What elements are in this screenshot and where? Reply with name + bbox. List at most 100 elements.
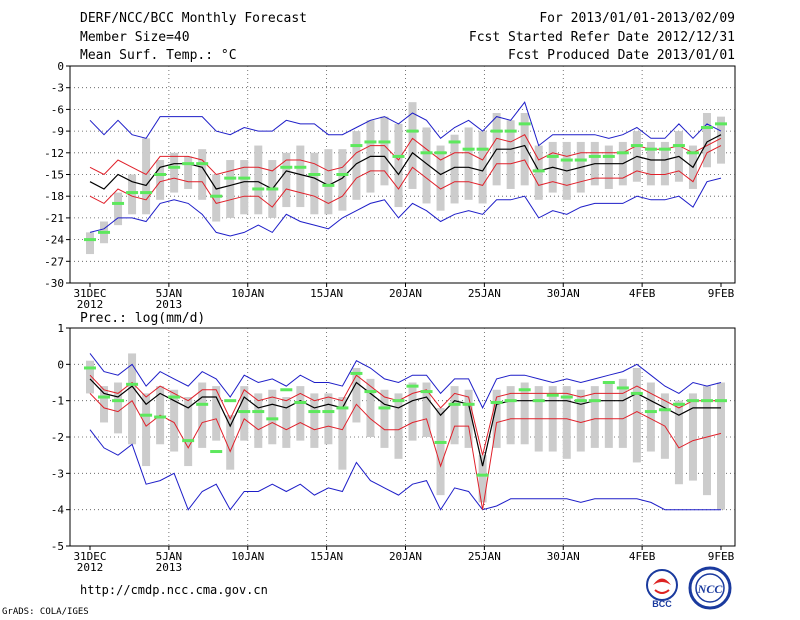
ensemble-box [464,127,473,200]
x-tick-label: 9FEB [708,550,735,563]
ensemble-box [114,382,123,434]
inner-lower-line [89,145,722,208]
x-tick-label: 30JAN [547,550,580,563]
x-tick-label: 31DEC [73,287,106,300]
ensemble-box [156,160,165,200]
x-tick-label: 4FEB [629,550,656,563]
ncc-logo-text: NCC [697,582,724,596]
ensemble-box [240,386,249,441]
x-tick-label: 2012 [77,298,104,311]
outer-upper-line [89,101,722,147]
ensemble-box [296,386,305,441]
variable-label: Mean Surf. Temp.: °C [80,48,237,63]
ensemble-box [717,382,725,510]
fcst-produced-date: Fcst Produced Date 2013/01/01 [508,48,735,63]
forecast-period: For 2013/01/01-2013/02/09 [539,11,735,26]
x-tick-label: 20JAN [389,287,422,300]
ensemble-box [100,386,109,423]
fcst-started-date: Fcst Started Refer Date 2012/12/31 [468,30,735,45]
inner-upper-line [89,374,721,456]
ensemble-box [422,382,431,437]
ensemble-box [86,360,94,394]
x-tick-label: 2013 [156,298,183,311]
y-tick-label: -3 [51,82,64,95]
x-tick-label: 10JAN [231,550,264,563]
y-tick-label: -6 [51,103,64,116]
y-tick-label: -15 [44,169,64,182]
ensemble-box [198,149,207,200]
ensemble-box [380,389,389,448]
ensemble-box [702,113,711,168]
ensemble-box [324,149,333,215]
ensemble-box [394,393,403,459]
y-tick-label: 0 [57,60,64,73]
ensemble-box [436,145,445,211]
bcc-logo-text: BCC [652,599,672,608]
ensemble-box [254,393,263,448]
ensemble-box [226,160,235,218]
y-tick-label: -30 [44,277,64,290]
ensemble-box [408,102,417,189]
outer-upper-line [89,353,722,410]
ensemble-box [324,393,333,445]
ensemble-box [310,393,319,448]
ensemble-box [114,192,123,226]
ensemble-box [674,400,683,485]
ensemble-box [646,382,655,452]
y-tick-label: -4 [51,504,65,517]
ensemble-box [352,131,361,200]
ensemble-box [660,141,669,186]
ensemble-box [506,386,515,445]
ensemble-box [576,389,585,452]
y-tick-label: -3 [51,467,64,480]
y-tick-label: -9 [51,125,64,138]
ensemble-box [506,120,515,189]
ensemble-box [142,393,151,467]
ensemble-box [282,397,291,448]
ensemble-box [212,386,221,441]
x-tick-label: 15JAN [310,550,343,563]
ensemble-box [240,160,249,215]
ensemble-box [478,131,487,204]
y-tick-label: -27 [44,255,64,268]
x-tick-label: 10JAN [231,287,264,300]
x-tick-label: 4FEB [629,287,656,300]
x-tick-label: 9FEB [708,287,735,300]
ensemble-box [646,141,655,186]
figure-title: DERF/NCC/BCC Monthly Forecast [80,11,307,26]
outer-lower-line [89,177,722,237]
mean-line [89,378,721,467]
ensemble-box [310,152,319,215]
ensemble-box [142,138,151,215]
x-tick-label: 2013 [156,561,183,574]
ensemble-box [618,378,627,448]
ensemble-box [226,415,235,470]
precip-panel-title: Prec.: log(mm/d) [80,311,205,326]
y-tick-label: -24 [44,234,64,247]
source-url[interactable]: http://cmdp.ncc.cma.gov.cn [80,583,268,597]
ensemble-box [338,149,347,211]
member-size-label: Member Size=40 [80,30,190,45]
ensemble-box [717,116,725,164]
bcc-logo: BCC [643,568,681,609]
ensemble-box [128,174,137,215]
y-tick-label: -21 [44,212,64,225]
ensemble-box [268,389,277,445]
ensemble-box [282,152,291,208]
ensemble-box [604,145,613,189]
ensemble-box [520,113,529,186]
x-tick-label: 25JAN [468,287,501,300]
x-tick-label: 20JAN [389,550,422,563]
ensemble-box [478,455,487,503]
ensemble-box [562,386,571,459]
ensemble-box [492,389,501,448]
x-tick-label: 31DEC [73,550,106,563]
y-tick-label: -12 [44,147,64,160]
x-tick-label: 30JAN [547,287,580,300]
ensemble-box [380,116,389,186]
ensemble-box [590,386,599,448]
ensemble-box [450,386,459,445]
y-tick-label: -1 [51,395,64,408]
